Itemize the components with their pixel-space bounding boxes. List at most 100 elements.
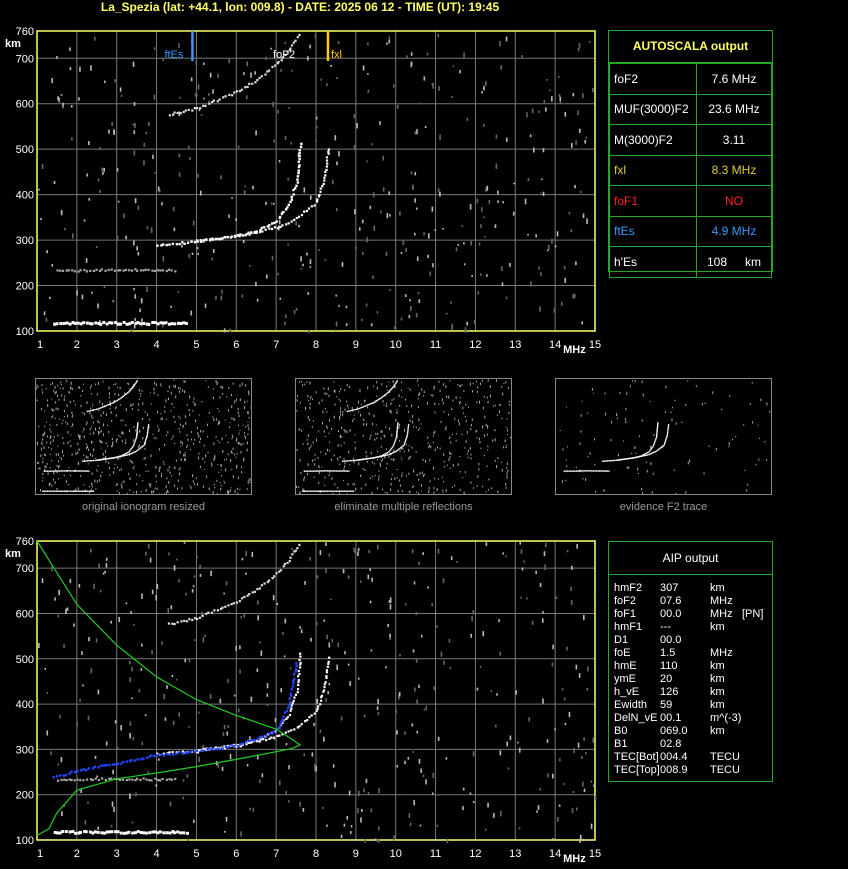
model-f2-trace-point	[230, 744, 233, 747]
thumbnail-noise-dot	[63, 409, 65, 412]
es-multiple-point	[73, 270, 76, 273]
thumbnail-noise-dot	[391, 433, 393, 437]
thumbnail-noise-dot	[437, 478, 439, 480]
top-plot-noise-dot	[178, 153, 181, 158]
thumbnail-trace-point	[68, 470, 70, 472]
top-plot-noise-dot	[538, 266, 540, 270]
thumbnail-noise-dot	[452, 464, 454, 467]
thumbnail-noise-dot	[329, 441, 331, 443]
thumbnail-noise-dot	[92, 417, 94, 419]
top_chart-x-tick-label: 7	[273, 339, 279, 351]
top-plot-noise-dot	[471, 274, 473, 277]
thumbnail-trace-point	[135, 436, 138, 438]
top-plot-noise-dot	[53, 180, 56, 185]
top-plot-noise-dot	[341, 262, 344, 267]
thumbnail-noise-dot	[100, 440, 102, 444]
thumbnail-noise-dot	[59, 387, 61, 389]
f2-second-hop-point	[224, 605, 227, 608]
thumbnail-trace-point	[48, 490, 50, 492]
thumbnail-noise-dot	[381, 460, 383, 462]
page-title: La_Spezia (lat: +44.1, lon: 009.8) - DAT…	[100, 0, 500, 14]
f2-second-hop-point	[221, 606, 224, 609]
f2-second-hop-point	[254, 81, 257, 84]
top-plot-noise-dot	[287, 177, 289, 181]
f2-o-trace-point	[175, 751, 178, 754]
thumbnail-noise-dot	[123, 480, 125, 483]
thumbnail-trace-point	[653, 443, 655, 446]
thumbnail-trace-point	[339, 470, 341, 472]
bottom_chart-x-tick-label: 1	[37, 848, 43, 860]
es-multiple-point	[59, 269, 62, 272]
thumbnail-noise-dot	[41, 389, 43, 391]
thumbnail-trace-point	[611, 459, 613, 462]
top-plot-noise-dot	[572, 293, 574, 299]
thumbnail-trace-point	[129, 453, 131, 455]
bottom-plot-noise-dot	[95, 638, 98, 643]
bottom-plot-noise-dot	[81, 651, 83, 655]
thumbnail-noise-dot	[52, 478, 54, 481]
thumbnail-noise-dot	[708, 445, 710, 447]
bottom-plot-noise-dot	[168, 552, 170, 556]
thumbnail-trace-point	[348, 490, 350, 492]
thumbnail-trace-point	[375, 456, 378, 459]
thumbnail-noise-dot	[79, 436, 81, 439]
thumbnail-noise-dot	[365, 483, 367, 487]
top-plot-noise-dot	[540, 272, 542, 277]
f2-x-trace-point	[323, 683, 326, 686]
thumbnail-noise-dot	[202, 457, 204, 461]
thumbnail-noise-dot	[132, 383, 134, 387]
thumbnail-noise-dot	[760, 398, 762, 402]
f2-x-trace-point	[318, 193, 321, 197]
thumbnail-noise-dot	[85, 423, 87, 426]
thumbnail-trace-point	[60, 490, 62, 492]
thumbnail-noise-dot	[221, 437, 223, 441]
f2-o-trace-point	[293, 696, 296, 699]
thumbnail-noise-dot	[106, 413, 108, 416]
thumbnail-noise-dot	[333, 454, 335, 457]
thumbnail-noise-dot	[333, 381, 335, 383]
thumbnail-trace-point	[124, 453, 126, 455]
thumbnail-noise-dot	[746, 489, 748, 492]
top-plot-noise-dot	[254, 71, 256, 75]
thumbnail-noise-dot	[450, 453, 452, 455]
top-plot-noise-dot	[134, 318, 137, 321]
thumbnail-noise-dot	[377, 487, 379, 490]
thumbnail-noise-dot	[238, 424, 240, 427]
aip-flag	[742, 595, 772, 608]
thumbnail-noise-dot	[224, 459, 226, 461]
thumbnail-noise-dot	[353, 460, 355, 464]
thumbnail-noise-dot	[323, 387, 325, 390]
es-trace-point	[71, 829, 75, 833]
thumbnail-noise-dot	[180, 458, 182, 461]
thumbnail-noise-dot	[118, 393, 120, 397]
bottom-plot-noise-dot	[87, 715, 90, 721]
top-plot-noise-dot	[148, 121, 150, 127]
top_chart-x-tick-label: 9	[353, 339, 359, 351]
es-multiple-point	[168, 778, 171, 781]
thumbnail-noise-dot	[95, 457, 97, 459]
bottom-plot-noise-dot	[432, 772, 435, 779]
thumbnail-noise-dot	[231, 434, 233, 436]
thumbnail-trace-point	[654, 439, 657, 441]
f2-o-trace-point	[288, 714, 292, 717]
top-plot-noise-dot	[40, 217, 42, 221]
thumbnail-noise-dot	[69, 474, 71, 477]
thumbnail-noise-dot	[220, 385, 222, 389]
top-plot-noise-dot	[200, 114, 203, 116]
bottom-plot-noise-dot	[376, 544, 379, 550]
f2-o-trace-point	[297, 675, 300, 678]
thumbnail-trace-point	[572, 470, 575, 472]
autoscala-label: h'Es	[609, 246, 697, 278]
thumbnail-noise-dot	[72, 423, 74, 427]
top-plot-noise-dot	[300, 267, 303, 270]
thumbnail-trace-point	[130, 452, 133, 455]
thumbnail-trace-point	[132, 385, 135, 388]
model-f2-trace-point	[258, 736, 262, 739]
thumbnail-trace-point	[346, 470, 349, 472]
f2-x-trace-point	[320, 696, 323, 699]
thumbnail-noise-dot	[247, 390, 249, 394]
es-trace-point	[110, 830, 114, 834]
thumbnail-trace-point	[357, 459, 359, 461]
thumbnail-trace-point	[663, 444, 665, 446]
